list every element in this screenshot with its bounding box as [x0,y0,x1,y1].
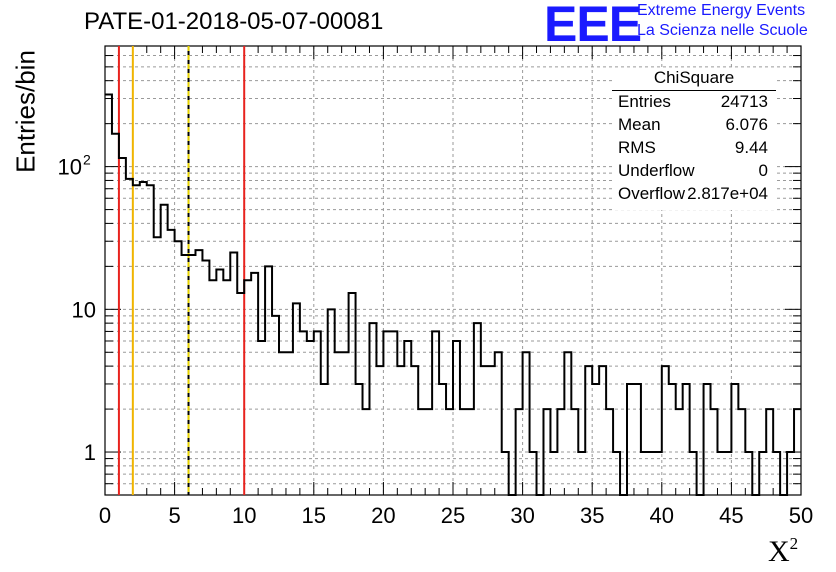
x-tick-label: 15 [302,503,326,528]
eee-logo: EEE [544,0,642,52]
stats-divider [612,90,776,91]
histogram-series [105,93,801,496]
stat-name: Mean [618,115,661,134]
stat-value: 24713 [720,92,768,111]
stat-name: RMS [618,138,656,157]
x-axis-label-sup: 2 [789,534,799,553]
stat-name: Entries [618,92,671,111]
x-tick-label: 0 [99,503,111,528]
x-tick-label: 10 [232,503,256,528]
x-tick-label: 35 [580,503,604,528]
x-tick-label: 45 [719,503,743,528]
y-tick-label: 10 [72,297,96,322]
stat-name: Underflow [618,161,695,180]
stat-name: Overflow [618,184,686,203]
stat-row-rms: RMS 9.44 [618,138,768,160]
stat-row-underflow: Underflow 0 [618,161,768,183]
x-tick-label: 40 [650,503,674,528]
stat-row-overflow: Overflow 2.817e+04 [618,184,768,206]
y-tick-label: 10 [58,155,82,180]
stat-value: 0 [758,161,768,180]
x-tick-label: 25 [441,503,465,528]
x-axis-label: X2 [768,534,798,569]
y-tick-label: 1 [84,440,96,465]
stat-value: 9.44 [734,138,768,157]
logo-line-2: La Scienza nelle Scuole [637,22,808,39]
stat-row-mean: Mean 6.076 [618,115,768,137]
stat-row-entries: Entries 24713 [618,92,768,114]
stat-value: 6.076 [725,115,768,134]
stats-title: ChiSquare [653,68,735,87]
x-tick-label: 50 [789,503,813,528]
stats-box: ChiSquare Entries 24713 Mean 6.076 RMS 9… [612,68,776,210]
chart-title: PATE-01-2018-05-07-00081 [84,8,384,35]
x-tick-label: 5 [168,503,180,528]
x-tick-label: 30 [510,503,534,528]
logo-line-1: Extreme Energy Events [637,2,806,19]
x-tick-label: 20 [371,503,395,528]
stat-value: 2.817e+04 [687,184,768,203]
x-axis-label-base: X [768,535,790,568]
y-tick-label-exponent: 2 [83,152,91,168]
